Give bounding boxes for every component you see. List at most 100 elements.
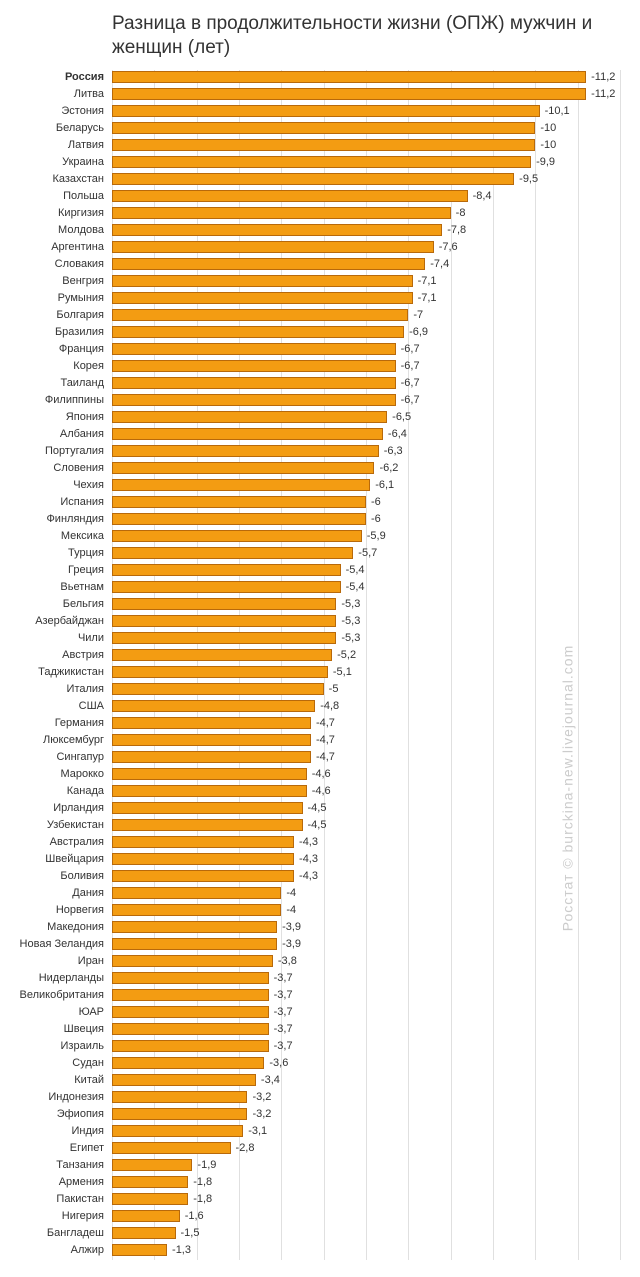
bar — [112, 241, 434, 253]
watermark: Росстат © burckina-new.livejournal.com — [559, 645, 575, 932]
value-label: -6 — [371, 512, 381, 526]
country-label: Венгрия — [62, 275, 104, 287]
country-label: Чехия — [73, 479, 104, 491]
value-label: -3,8 — [278, 954, 297, 968]
value-label: -6,7 — [401, 342, 420, 356]
bar-row: -4,5 — [112, 801, 620, 815]
value-label: -4 — [286, 903, 296, 917]
bar-row: -5,3 — [112, 614, 620, 628]
country-label: Китай — [74, 1074, 104, 1086]
country-label: Украина — [62, 156, 104, 168]
bar — [112, 394, 396, 406]
country-label: Нигерия — [62, 1210, 104, 1222]
country-label: Бангладеш — [47, 1227, 104, 1239]
value-label: -3,2 — [252, 1090, 271, 1104]
value-label: -6,9 — [409, 325, 428, 339]
bar — [112, 292, 413, 304]
bar — [112, 649, 332, 661]
country-label: Испания — [60, 496, 104, 508]
country-label: Казахстан — [52, 173, 104, 185]
bar — [112, 853, 294, 865]
value-label: -7 — [413, 308, 423, 322]
value-label: -3,4 — [261, 1073, 280, 1087]
value-label: -3,7 — [274, 1005, 293, 1019]
bar-row: -6,4 — [112, 427, 620, 441]
value-label: -4,3 — [299, 835, 318, 849]
bar — [112, 496, 366, 508]
bar-row: -5,3 — [112, 631, 620, 645]
bar-row: -3,4 — [112, 1073, 620, 1087]
country-label: Бельгия — [63, 598, 104, 610]
country-label: Чили — [78, 632, 104, 644]
country-label: Швеция — [64, 1023, 104, 1035]
bar — [112, 1006, 269, 1018]
country-label: Румыния — [58, 292, 104, 304]
value-label: -7,6 — [439, 240, 458, 254]
bar — [112, 360, 396, 372]
bar — [112, 955, 273, 967]
country-label: Бразилия — [55, 326, 104, 338]
bar — [112, 938, 277, 950]
country-label: Израиль — [61, 1040, 104, 1052]
value-label: -10,1 — [545, 104, 570, 118]
bar — [112, 530, 362, 542]
bar — [112, 139, 535, 151]
bar — [112, 836, 294, 848]
country-label: Новая Зеландия — [20, 938, 104, 950]
bar-row: -6,3 — [112, 444, 620, 458]
value-label: -8,4 — [473, 189, 492, 203]
value-label: -5,3 — [341, 631, 360, 645]
value-label: -6,1 — [375, 478, 394, 492]
bar — [112, 564, 341, 576]
country-label: Болгария — [56, 309, 104, 321]
bar-row: -1,9 — [112, 1158, 620, 1172]
value-label: -1,8 — [193, 1192, 212, 1206]
bar-row: -5,7 — [112, 546, 620, 560]
bar — [112, 343, 396, 355]
value-label: -1,9 — [197, 1158, 216, 1172]
value-label: -11,2 — [591, 70, 615, 84]
value-label: -4,7 — [316, 750, 335, 764]
country-label: Турция — [68, 547, 104, 559]
bar — [112, 428, 383, 440]
bar-row: -4,8 — [112, 699, 620, 713]
bar — [112, 275, 413, 287]
value-label: -6,2 — [379, 461, 398, 475]
value-label: -6,4 — [388, 427, 407, 441]
bar-row: -1,5 — [112, 1226, 620, 1240]
value-label: -3,9 — [282, 920, 301, 934]
bar-row: -5,4 — [112, 563, 620, 577]
bar — [112, 122, 535, 134]
country-label: Эстония — [61, 105, 104, 117]
bar-row: -3,7 — [112, 1039, 620, 1053]
country-label: Пакистан — [56, 1193, 104, 1205]
country-label: Финляндия — [46, 513, 104, 525]
value-label: -4,3 — [299, 852, 318, 866]
bar-row: -5,2 — [112, 648, 620, 662]
bar — [112, 1057, 264, 1069]
bar — [112, 717, 311, 729]
bar — [112, 785, 307, 797]
bar-row: -7,6 — [112, 240, 620, 254]
bar — [112, 513, 366, 525]
country-label: Италия — [67, 683, 104, 695]
country-label: Вьетнам — [60, 581, 104, 593]
bar-row: -4,6 — [112, 767, 620, 781]
bar — [112, 802, 303, 814]
country-label: Греция — [68, 564, 104, 576]
country-label: Япония — [66, 411, 104, 423]
bar-row: -3,9 — [112, 920, 620, 934]
bar — [112, 105, 540, 117]
bar-row: -5,9 — [112, 529, 620, 543]
value-label: -1,5 — [181, 1226, 200, 1240]
bar-row: -2,8 — [112, 1141, 620, 1155]
country-label: Иран — [78, 955, 104, 967]
value-label: -5,4 — [346, 563, 365, 577]
value-label: -2,8 — [236, 1141, 255, 1155]
bar-row: -4,3 — [112, 852, 620, 866]
value-label: -7,4 — [430, 257, 449, 271]
country-label: Азербайджан — [35, 615, 104, 627]
country-label: Корея — [73, 360, 104, 372]
chart-title: Разница в продолжительности жизни (ОПЖ) … — [112, 12, 612, 60]
bar-row: -3,6 — [112, 1056, 620, 1070]
